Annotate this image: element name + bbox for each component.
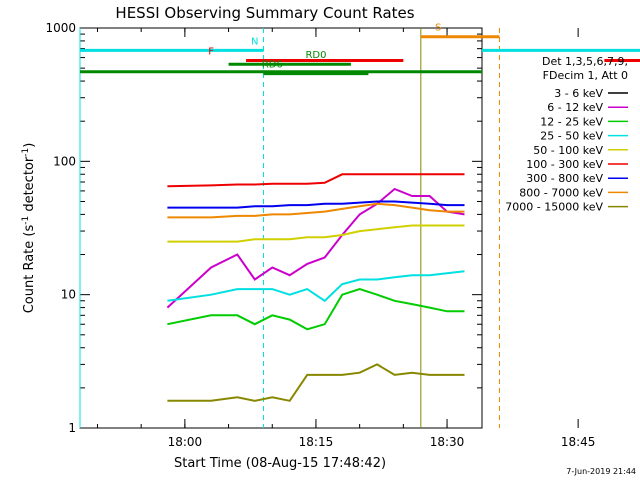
legend-label-2: 12 - 25 keV [540, 115, 603, 128]
legend-label-3: 25 - 50 keV [540, 130, 603, 143]
series-line-3 [167, 270, 465, 303]
series-line-2 [167, 288, 465, 331]
legend-label-8: 7000 - 15000 keV [505, 201, 603, 214]
series-line-4 [167, 224, 465, 243]
timestamp-annotation: 7-Jun-2019 21:44 [566, 467, 636, 476]
x-tick-label: 18:15 [299, 435, 334, 449]
series-line-7 [167, 202, 465, 219]
y-tick-label: 1 [68, 421, 76, 435]
series-line-6 [167, 200, 465, 209]
x-tick-label: 18:45 [561, 435, 596, 449]
flag-label: RD0 [305, 50, 326, 61]
flag-label: RD6 [262, 60, 283, 71]
y-tick-label: 100 [53, 154, 76, 168]
legend-header-line1: Det 1,3,5,6,7,9, [542, 55, 628, 68]
legend-label-0: 3 - 6 keV [554, 87, 603, 100]
y-axis-label: Count Rate (s-1 detector-1) [21, 143, 37, 314]
flag-label: N [251, 36, 258, 47]
series-line-8 [167, 363, 465, 402]
legend-header-line2: FDecim 1, Att 0 [543, 69, 628, 82]
series-line-1 [166, 187, 465, 309]
legend-label-5: 100 - 300 keV [526, 158, 603, 171]
legend-label-6: 300 - 800 keV [526, 172, 603, 185]
x-axis-label: Start Time (08-Aug-15 17:48:42) [174, 456, 386, 471]
legend-label-7: 800 - 7000 keV [519, 186, 603, 199]
legend-label-1: 6 - 12 keV [547, 101, 603, 114]
y-tick-label: 1000 [45, 21, 76, 35]
flag-label: S [435, 23, 441, 34]
flag-label: F [208, 47, 214, 58]
x-tick-label: 18:30 [430, 435, 465, 449]
x-tick-label: 18:00 [168, 435, 203, 449]
chart-title: HESSI Observing Summary Count Rates [115, 4, 414, 22]
plot-frame [79, 27, 483, 429]
legend-label-4: 50 - 100 keV [533, 144, 603, 157]
y-tick-label: 10 [61, 288, 76, 302]
series-line-5 [167, 173, 465, 188]
